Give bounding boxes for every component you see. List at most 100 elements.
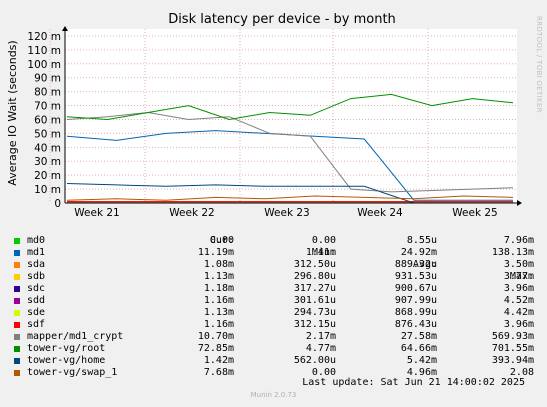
- legend-cur: 11.19m: [197, 247, 234, 258]
- legend-row: tower-vg/home 1.42m 562.00u 5.42m 393.94m: [10, 355, 545, 367]
- legend-swatch: [14, 262, 20, 268]
- legend-row: sdc 1.18m 317.27u 900.67u 3.96m: [10, 283, 545, 295]
- legend-series-name: sdc: [27, 283, 46, 294]
- legend-cur: 1.13m: [203, 271, 234, 282]
- y-tick-label: 70 m: [34, 101, 61, 113]
- header-min: Min:: [311, 247, 336, 258]
- legend-swatch: [14, 370, 20, 376]
- legend-avg: 889.32u: [394, 259, 437, 270]
- legend-row: sde 1.13m 294.73u 868.99u 4.42m: [10, 307, 545, 319]
- y-tick-label: 80 m: [34, 87, 61, 99]
- y-tick-label: 60 m: [34, 114, 61, 126]
- legend-row: md1 11.19m 1.41m 24.92m 138.13m: [10, 247, 545, 259]
- legend-max: 7.96m: [503, 235, 534, 246]
- legend-avg: 5.42m: [406, 355, 437, 366]
- legend-avg: 931.53u: [394, 271, 437, 282]
- legend-min: 312.15u: [293, 319, 336, 330]
- header-avg: Avg:: [412, 259, 437, 270]
- legend-series-name: sda: [27, 259, 46, 270]
- legend-cur: 0.00: [209, 235, 234, 246]
- y-tick-label: 120 m: [27, 31, 61, 43]
- legend-row: sda 1.08m 312.50u 889.32u 3.50m: [10, 259, 545, 271]
- x-axis-arrow: [517, 200, 522, 206]
- legend-min: 1.41m: [305, 247, 336, 258]
- y-tick-label: 100 m: [27, 59, 61, 71]
- rrdtool-credit: RRDTOOL / TOBI OETIKER: [535, 16, 543, 113]
- legend-series-name: sdb: [27, 271, 46, 282]
- legend-row: tower-vg/root 72.85m 4.77m 64.66m 701.55m: [10, 343, 545, 355]
- legend-table: Cur: Min: Avg: Max: md0 0.00 0.00 8.55u 7.96…: [10, 223, 545, 379]
- legend-row: sdf 1.16m 312.15u 876.43u 3.96m: [10, 319, 545, 331]
- legend-min: 312.50u: [293, 259, 336, 270]
- y-axis-label: Average IO Wait (seconds): [6, 40, 19, 185]
- legend-row: md0 0.00 0.00 8.55u 7.96m: [10, 235, 545, 247]
- legend-max: 3.50m: [503, 259, 534, 270]
- plot-background: [65, 29, 517, 203]
- y-axis-arrow: [62, 26, 68, 31]
- grid: [49, 29, 517, 203]
- legend-max: 4.42m: [503, 307, 534, 318]
- chart-title: Disk latency per device - by month: [168, 12, 396, 27]
- legend-max: 701.55m: [491, 343, 534, 354]
- legend-min: 0.00: [311, 367, 336, 378]
- x-tick-label: Week 24: [357, 207, 403, 219]
- legend-max: 393.94m: [491, 355, 534, 366]
- legend-swatch: [14, 298, 20, 304]
- legend-swatch: [14, 238, 20, 244]
- legend-cur: 1.18m: [203, 283, 234, 294]
- legend-swatch: [14, 250, 20, 256]
- legend-avg: 4.96m: [406, 367, 437, 378]
- legend-avg: 8.55u: [406, 235, 437, 246]
- y-tick-labels: 0 10 m 20 m 30 m 40 m 50 m 60 m70 m 80 m 90 m 100…: [27, 31, 61, 210]
- legend-avg: 907.99u: [394, 295, 437, 306]
- legend-min: 562.00u: [293, 355, 336, 366]
- header-cur: Cur:: [209, 235, 234, 246]
- legend-cur: 1.16m: [203, 295, 234, 306]
- legend-series-name: tower-vg/swap_1: [27, 367, 118, 378]
- legend-header: Cur: Min: Avg: Max:: [10, 223, 545, 282]
- legend-row: tower-vg/swap_1 7.68m 0.00 4.96m 2.08: [10, 367, 545, 379]
- munin-version: Munin 2.0.73: [250, 391, 297, 399]
- legend-max: 138.13m: [491, 247, 534, 258]
- legend-swatch: [14, 310, 20, 316]
- x-tick-labels: Week 21 Week 22 Week 23 Week 24 Week 25: [74, 207, 497, 219]
- legend-swatch: [14, 358, 20, 364]
- series-lines: [66, 93, 514, 204]
- y-tick-label: 30 m: [34, 156, 61, 168]
- y-tick-label: 50 m: [34, 128, 61, 140]
- legend-series-name: mapper/md1_crypt: [27, 331, 124, 342]
- legend-max: 3.96m: [503, 319, 534, 330]
- legend-max: 3.77m: [503, 271, 534, 282]
- last-update: Last update: Sat Jun 21 14:00:02 2025: [302, 377, 525, 388]
- y-tick-label: 10 m: [34, 184, 61, 196]
- legend-swatch: [14, 286, 20, 292]
- legend-max: 2.08: [509, 367, 534, 378]
- legend-swatch: [14, 322, 20, 328]
- legend-series-name: sdf: [27, 319, 46, 330]
- legend-max: 3.96m: [503, 283, 534, 294]
- legend-max: 569.93m: [491, 331, 534, 342]
- series-line-tower-vg-root: [66, 93, 514, 121]
- legend-swatch: [14, 334, 20, 340]
- y-tick-label: 110 m: [27, 45, 61, 57]
- legend-swatch: [14, 346, 20, 352]
- legend-min: 296.80u: [293, 271, 336, 282]
- y-tick-label: 90 m: [34, 73, 61, 85]
- series-line-tower-vg-swap-1: [66, 195, 514, 201]
- chart-area: Disk latency per device - by month Avera…: [6, 12, 543, 219]
- header-max: Max:: [509, 271, 534, 282]
- legend-series-name: tower-vg/root: [27, 343, 106, 354]
- x-tick-label: Week 21: [74, 207, 119, 219]
- legend-cur: 1.42m: [203, 355, 234, 366]
- legend-avg: 900.67u: [394, 283, 437, 294]
- legend-cur: 10.70m: [197, 331, 234, 342]
- legend-min: 2.17m: [305, 331, 336, 342]
- legend-swatch: [14, 274, 20, 280]
- legend-avg: 876.43u: [394, 319, 437, 330]
- x-tick-label: Week 23: [264, 207, 309, 219]
- legend-cur: 1.13m: [203, 307, 234, 318]
- legend-row: sdd 1.16m 301.61u 907.99u 4.52m: [10, 295, 545, 307]
- legend-min: 4.77m: [305, 343, 336, 354]
- legend-series-name: md1: [27, 247, 46, 258]
- legend-min: 0.00: [311, 235, 336, 246]
